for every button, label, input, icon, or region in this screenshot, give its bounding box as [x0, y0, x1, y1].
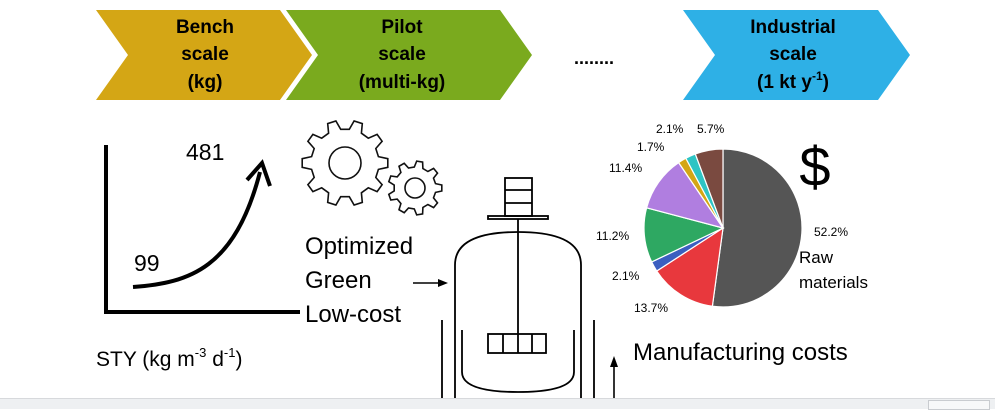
attribute-arrowhead — [438, 279, 448, 287]
reactor-jacket — [441, 320, 595, 405]
stage-pilot-line1: Pilot — [381, 17, 423, 38]
manufacturing-cost-pie — [643, 148, 803, 308]
large-gear — [301, 120, 389, 206]
manufacturing-costs-title: Manufacturing costs — [633, 339, 848, 366]
stage-bench-line1: Bench — [176, 17, 234, 38]
attribute-green: Green — [305, 267, 372, 294]
stage-industrial-line3: (1 kt y-1) — [757, 69, 829, 93]
bottom-scroll-strip — [0, 398, 995, 409]
pie-slice-label: 2.1% — [612, 269, 640, 283]
stage-bench-line2: scale — [181, 44, 229, 65]
large-gear-hub — [328, 146, 362, 180]
stage-pilot: Pilot scale (multi-kg) — [286, 10, 532, 100]
stage-industrial-line1: Industrial — [750, 17, 836, 38]
pie-slice — [694, 148, 724, 229]
sty-arrowhead — [245, 159, 272, 187]
sty-end-value: 481 — [186, 139, 224, 165]
stage-pilot-line3: (multi-kg) — [359, 72, 446, 93]
currency-symbol: $ — [799, 135, 830, 198]
stage-industrial-arrow — [683, 10, 910, 100]
cost-arrowhead — [610, 356, 618, 367]
stage-bench-line3: (kg) — [188, 72, 223, 93]
reactor-impeller — [487, 333, 547, 354]
stage-industrial: Industrial scale (1 kt y-1) — [683, 10, 910, 100]
stage-pilot-arrow — [286, 10, 532, 100]
gears-icon — [301, 120, 443, 216]
pie-slice-label: 52.2% — [814, 225, 848, 239]
pie-slice — [655, 226, 724, 307]
raw-materials-label-line1: Raw — [799, 248, 834, 267]
sty-growth-curve — [132, 171, 262, 289]
pie-slice-label: 13.7% — [634, 301, 668, 315]
stage-pilot-line2: scale — [378, 44, 426, 65]
pie-slice-label: 1.7% — [637, 140, 665, 154]
stage-bench: Bench scale (kg) — [96, 10, 312, 100]
pie-slice-label: 2.1% — [656, 122, 684, 136]
reactor-outer-wall — [454, 231, 582, 405]
small-gear-hub — [404, 177, 426, 199]
reactor-motor — [504, 177, 533, 217]
sty-start-value: 99 — [134, 250, 160, 276]
sty-graph: 99 481 STY (kg m-3 d-1) — [96, 139, 300, 371]
process-attributes: Optimized Green Low-cost — [305, 233, 448, 328]
pie-slice-label: 11.4% — [609, 161, 642, 175]
stage-ellipsis: ........ — [574, 48, 614, 68]
attribute-optimized: Optimized — [305, 233, 413, 260]
pie-labels: 52.2% 13.7% 2.1% 11.2% 11.4% 1.7% 2.1% 5.7% — [596, 122, 848, 315]
reactor-coupling — [487, 215, 549, 220]
pie-slice-label: 5.7% — [697, 122, 725, 136]
reactor-inner-bottom — [461, 330, 575, 393]
pie-slice — [711, 148, 803, 308]
raw-materials-label-line2: materials — [799, 273, 868, 292]
stage-industrial-line2: scale — [769, 44, 817, 65]
sty-axis-label: STY (kg m-3 d-1) — [96, 345, 242, 371]
small-gear — [387, 160, 443, 216]
stage-bench-arrow — [96, 10, 312, 100]
attribute-low-cost: Low-cost — [305, 301, 401, 328]
reactor-vessel-icon — [441, 177, 595, 405]
bottom-corner-box — [928, 400, 990, 410]
pie-slice-label: 11.2% — [596, 229, 629, 243]
